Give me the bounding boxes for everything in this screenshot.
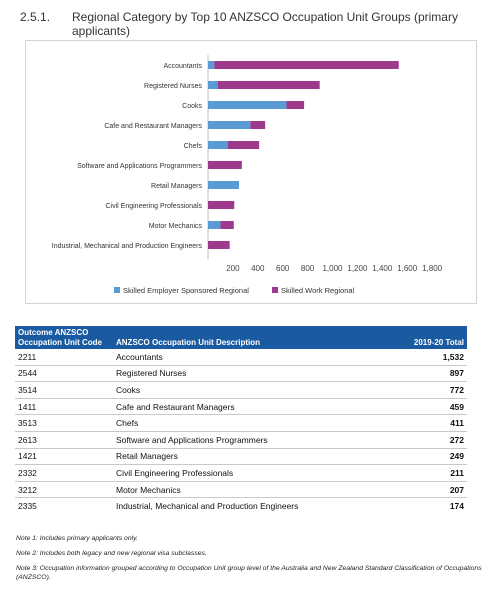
header-total: 2019-20 Total	[391, 326, 467, 349]
table-row: 2211 Accountants 1,532	[15, 349, 467, 365]
cell-description: Motor Mechanics	[113, 480, 391, 498]
table-row: 1421 Retail Managers 249	[15, 447, 467, 465]
category-label: Retail Managers	[151, 183, 202, 190]
cell-total: 1,532	[442, 351, 464, 362]
x-tick-label: 1,200	[347, 264, 368, 273]
x-tick-label: 600	[276, 264, 290, 273]
section-title: Regional Category by Top 10 ANZSCO Occup…	[72, 10, 458, 38]
cell-code: 3513	[15, 414, 113, 432]
note-2: Note 2: Includes both legacy and new reg…	[16, 550, 207, 557]
bar-employer-sponsored	[208, 221, 221, 229]
stacked-bar-chart: Accountants Registered Nurses Cooks Cafe an…	[52, 55, 443, 295]
legend-swatch	[114, 287, 120, 293]
cell-description: Registered Nurses	[113, 364, 391, 382]
bar-work-regional	[227, 141, 260, 149]
cell-description: Civil Engineering Professionals	[113, 464, 391, 482]
category-label: Cafe and Restaurant Managers	[104, 123, 202, 130]
cell-code: 3514	[15, 381, 113, 399]
cell-description: Cafe and Restaurant Managers	[113, 397, 391, 415]
note-1: Note 1: Includes primary applicants only…	[16, 535, 138, 542]
cell-description: Software and Applications Programmers	[113, 430, 391, 449]
cell-code: 3212	[15, 480, 113, 498]
cell-code: 2332	[15, 464, 113, 482]
category-label: Chefs	[184, 143, 203, 150]
cell-description: Retail Managers	[113, 447, 391, 465]
table-row: 2335 Industrial, Mechanical and Producti…	[15, 497, 467, 514]
category-label: Civil Engineering Professionals	[106, 203, 203, 210]
cell-code: 2544	[15, 364, 113, 382]
cell-total: 174	[391, 497, 467, 514]
table-row: 2544 Registered Nurses 897	[15, 364, 467, 382]
x-tick-label: 800	[301, 264, 315, 273]
cell-description: Chefs	[113, 414, 391, 432]
table-header-row: Outcome ANZSCO Occupation Unit Code ANZS…	[15, 326, 467, 349]
bar-employer-sponsored	[208, 141, 228, 149]
header-description: ANZSCO Occupation Unit Description	[113, 326, 391, 349]
category-label: Registered Nurses	[144, 83, 202, 90]
x-tick-label: 200	[226, 264, 240, 273]
cell-code: 2335	[15, 497, 113, 514]
bar-chart-frame: Accountants Registered Nurses Cooks Cafe an…	[25, 40, 477, 304]
cell-total: 411	[391, 414, 467, 432]
bar-employer-sponsored	[208, 61, 215, 69]
x-tick-label: 1,000	[322, 264, 343, 273]
table-row: 2332 Civil Engineering Professionals 211	[15, 464, 467, 482]
cell-code: 2613	[15, 430, 113, 449]
bar-work-regional	[208, 161, 242, 169]
bar-work-regional	[286, 101, 305, 109]
x-tick-label: 1,400	[372, 264, 393, 273]
cell-total: 897	[391, 364, 467, 382]
table-row: 3513 Chefs 411	[15, 414, 467, 432]
bar-work-regional	[217, 81, 320, 89]
cell-code: 1411	[15, 397, 113, 415]
bar-work-regional	[250, 121, 266, 129]
bar-employer-sponsored	[208, 121, 251, 129]
legend-swatch	[272, 287, 278, 293]
legend-label: Skilled Work Regional	[281, 286, 355, 295]
occupation-table: Outcome ANZSCO Occupation Unit Code ANZS…	[15, 326, 467, 514]
cell-total: 459	[391, 397, 467, 415]
category-label: Accountants	[163, 63, 202, 70]
bar-work-regional	[214, 61, 399, 69]
cell-code: 1421	[15, 447, 113, 465]
bar-work-regional	[208, 201, 235, 209]
cell-code: 2211	[18, 351, 37, 362]
x-tick-label: 1,800	[422, 264, 443, 273]
bar-employer-sponsored	[208, 101, 287, 109]
category-label: Motor Mechanics	[149, 223, 203, 230]
note-3: Note 3: Occupation information grouped a…	[16, 565, 482, 581]
cell-total: 211	[391, 464, 467, 482]
legend-label: Skilled Employer Sponsored Regional	[123, 286, 249, 295]
category-label: Cooks	[182, 103, 202, 110]
x-tick-label: 1,600	[397, 264, 418, 273]
bar-employer-sponsored	[208, 181, 240, 189]
cell-total: 207	[391, 480, 467, 498]
section-number: 2.5.1.	[20, 10, 51, 24]
table-row: 3514 Cooks 772	[15, 381, 467, 399]
bar-work-regional	[208, 241, 230, 249]
cell-description: Industrial, Mechanical and Production En…	[113, 497, 391, 514]
bar-work-regional	[220, 221, 234, 229]
category-label: Industrial, Mechanical and Production En…	[52, 243, 203, 250]
cell-total: 272	[391, 430, 467, 449]
table-row: 3212 Motor Mechanics 207	[15, 480, 467, 498]
cell-description: Cooks	[113, 381, 391, 399]
table-row: 2613 Software and Applications Programme…	[15, 430, 467, 449]
category-label: Software and Applications Programmers	[77, 163, 202, 170]
x-tick-label: 400	[251, 264, 265, 273]
cell-total: 249	[391, 447, 467, 465]
bar-employer-sponsored	[208, 81, 218, 89]
cell-total: 772	[391, 381, 467, 399]
table-row: 1411 Cafe and Restaurant Managers 459	[15, 397, 467, 415]
header-code: Outcome ANZSCO Occupation Unit Code	[15, 326, 113, 349]
cell-description: Accountants	[116, 351, 163, 362]
